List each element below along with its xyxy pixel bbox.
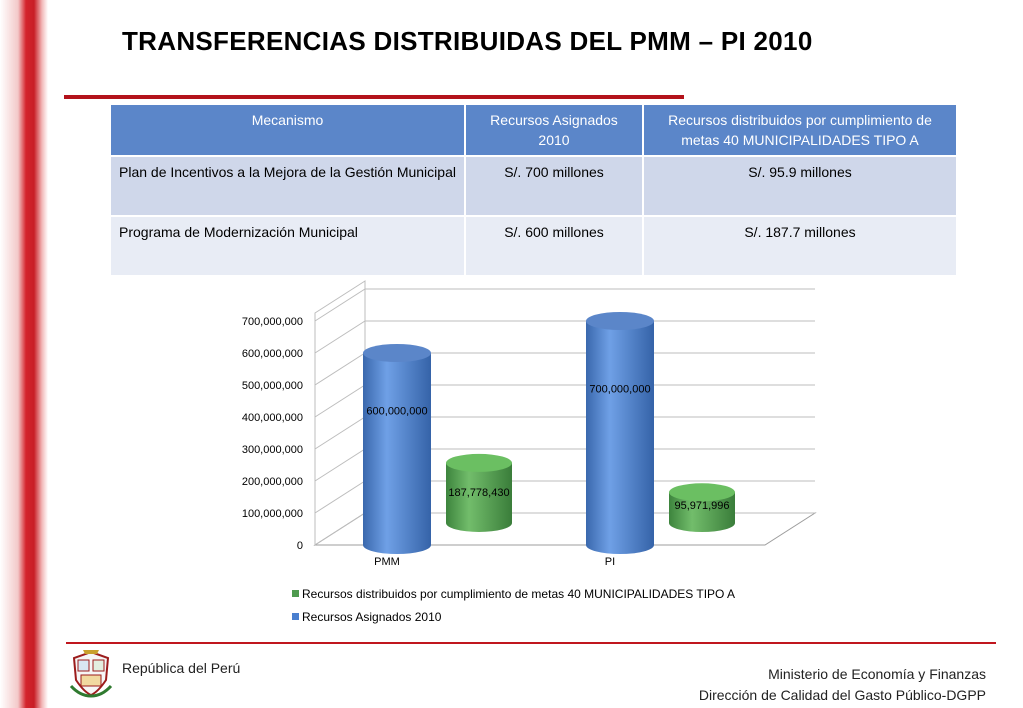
table-cell: Programa de Modernización Municipal: [109, 215, 466, 277]
bar-body: [446, 462, 512, 532]
table-cell: Plan de Incentivos a la Mejora de la Ges…: [109, 155, 466, 217]
x-tick-label: PI: [605, 556, 615, 568]
title-divider: [64, 95, 684, 99]
department-name: Dirección de Calidad del Gasto Público-D…: [698, 687, 986, 703]
bar-column: [669, 483, 735, 532]
table-header-row: Mecanismo Recursos Asignados 2010 Recurs…: [109, 103, 958, 157]
data-label: 95,971,996: [674, 500, 729, 512]
y-tick-label: 100,000,000: [242, 508, 303, 520]
gridline: [314, 288, 815, 322]
table-header-cell: Recursos Asignados 2010: [464, 103, 644, 157]
bar-body: [586, 321, 654, 554]
data-label: 700,000,000: [589, 384, 650, 396]
y-tick-label: 500,000,000: [242, 380, 303, 392]
legend-label: Recursos distribuidos por cumplimiento d…: [302, 586, 736, 601]
chart-container: 0 100,000,000 200,000,000 300,000,000 400,00…: [210, 270, 830, 580]
legend-swatch-blue: [292, 613, 299, 620]
bar-column: [363, 344, 431, 554]
table-cell: S/. 95.9 millones: [642, 155, 958, 217]
footer-divider: [66, 642, 996, 644]
y-tick-label: 0: [297, 540, 303, 552]
bar-top: [446, 453, 512, 472]
legend-item: Recursos Asignados 2010: [292, 605, 735, 628]
coat-of-arms-icon: [69, 650, 113, 698]
table-row: Plan de Incentivos a la Mejora de la Ges…: [109, 155, 958, 217]
legend-swatch-green: [292, 590, 299, 597]
bar-top: [586, 312, 654, 330]
y-tick-label: 700,000,000: [242, 316, 303, 328]
y-tick-label: 600,000,000: [242, 348, 303, 360]
bar-body: [669, 492, 735, 532]
y-tick-label: 300,000,000: [242, 444, 303, 456]
table-row: Programa de Modernización Municipal S/. …: [109, 215, 958, 277]
republic-label: República del Perú: [122, 660, 241, 676]
ministry-name: Ministerio de Economía y Finanzas: [768, 666, 986, 682]
bar-chart: 0 100,000,000 200,000,000 300,000,000 400,00…: [242, 280, 817, 568]
table-header-cell: Mecanismo: [109, 103, 466, 157]
chart-side-wall: [314, 280, 366, 546]
table-header-cell: Recursos distribuidos por cumplimiento d…: [642, 103, 958, 157]
ministry-block: Ministerio de Economía y Finanzas Direcc…: [699, 664, 986, 706]
table-cell: S/. 600 millones: [464, 215, 644, 277]
data-label: 600,000,000: [366, 405, 427, 417]
bar-top: [669, 483, 735, 502]
bar-column: [586, 312, 654, 554]
bar-top: [363, 344, 431, 362]
table-cell: S/. 187.7 millones: [642, 215, 958, 277]
x-tick-label: PMM: [374, 556, 400, 568]
decorative-side-bar: [0, 0, 48, 708]
bar-body: [363, 353, 431, 554]
legend-item: Recursos distribuidos por cumplimiento d…: [292, 582, 735, 605]
gridline: [314, 320, 815, 354]
data-label: 187,778,430: [448, 487, 509, 499]
chart-legend: Recursos distribuidos por cumplimiento d…: [292, 582, 735, 628]
legend-label: Recursos Asignados 2010: [302, 609, 442, 624]
bar-column: [446, 453, 512, 532]
y-tick-label: 200,000,000: [242, 476, 303, 488]
table-cell: S/. 700 millones: [464, 155, 644, 217]
page-title: TRANSFERENCIAS DISTRIBUIDAS DEL PMM – PI…: [122, 26, 813, 56]
y-tick-label: 400,000,000: [242, 412, 303, 424]
transfers-table: Mecanismo Recursos Asignados 2010 Recurs…: [109, 103, 958, 277]
